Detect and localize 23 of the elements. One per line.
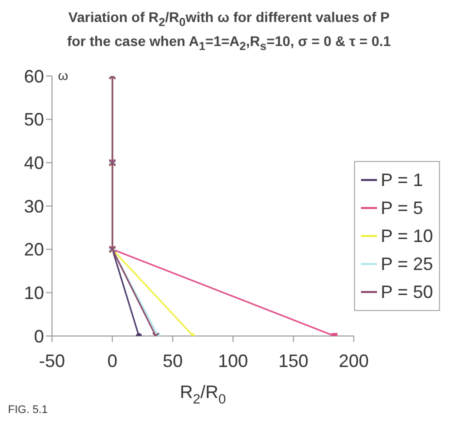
caption: FIG. 5.1 <box>8 404 48 416</box>
y-tick-label: 60 <box>24 66 44 86</box>
legend-label: P = 10 <box>380 224 433 248</box>
x-tick-label: 100 <box>218 350 248 370</box>
x-tick-label: -50 <box>38 350 66 370</box>
y-tick-label: 10 <box>24 282 44 303</box>
legend-label: P = 25 <box>380 252 433 276</box>
x-tick-label: 200 <box>338 350 369 370</box>
x-axis-title: R$_{2}$/R$_{0}$ <box>180 382 226 406</box>
chart-title: Variation of R$_{2}$/R$_{0}$with ω for different values of P <box>67 8 391 31</box>
y-tick-label: 30 <box>24 196 44 216</box>
y-tick-label: 20 <box>24 239 44 260</box>
y-tick-label: 40 <box>24 152 44 173</box>
y-tick-label: 50 <box>24 109 44 130</box>
chart-subtitle: for the case when A$_{1}$=1=A$_{2}$,R$_{s}$=10, σ = 0 & τ = 0.1 <box>66 32 392 55</box>
legend-label: P = 50 <box>380 280 433 304</box>
x-tick-label: 50 <box>162 350 183 370</box>
y-axis-title: ω <box>58 68 68 83</box>
x-tick-label: 150 <box>278 350 308 370</box>
y-tick-label: 0 <box>34 326 44 346</box>
legend-label: P = 1 <box>380 168 423 192</box>
x-tick-label: 0 <box>107 350 118 370</box>
legend-label: P = 5 <box>380 196 423 220</box>
